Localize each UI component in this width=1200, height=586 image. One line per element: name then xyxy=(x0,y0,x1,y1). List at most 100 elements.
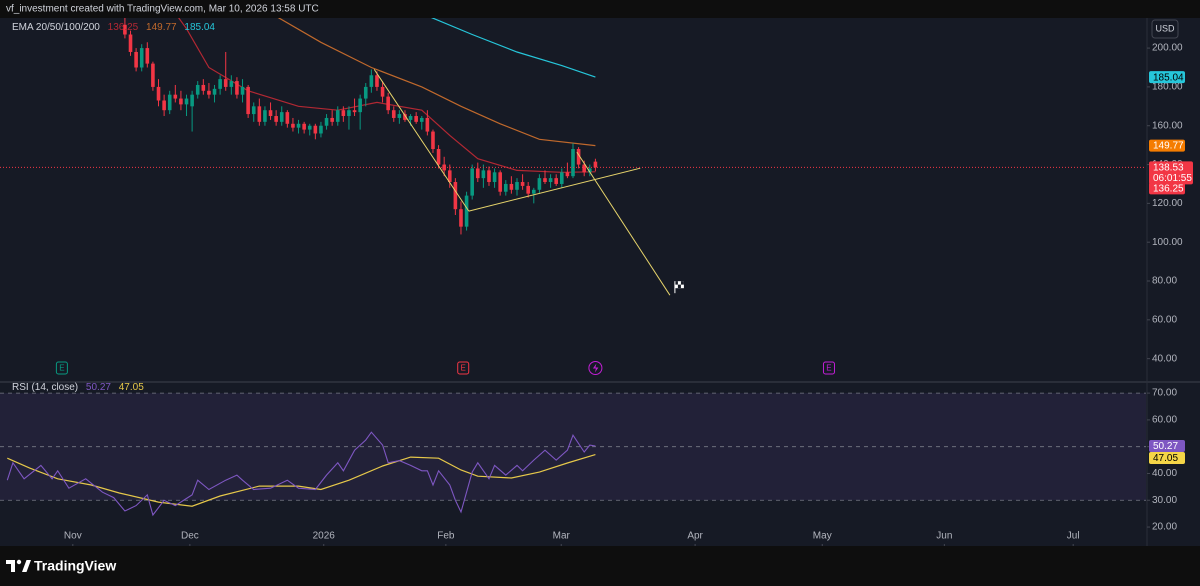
rsi-legend-value: 47.05 xyxy=(119,382,144,393)
candle-body xyxy=(307,125,312,130)
candle-body xyxy=(190,94,194,107)
candle-body xyxy=(492,172,497,183)
candle-body xyxy=(408,116,413,120)
ema-tag-bg xyxy=(1149,71,1185,84)
trend-line xyxy=(468,167,641,212)
candle-body xyxy=(576,149,581,165)
ema-tag: 185.04 xyxy=(1153,72,1184,83)
candle-body xyxy=(414,116,418,122)
y-tick-label: 40.00 xyxy=(1152,353,1177,364)
candle-body xyxy=(145,48,150,64)
x-tick-label: Dec xyxy=(181,531,199,542)
candle-body xyxy=(386,96,390,111)
candle-body xyxy=(123,24,127,35)
header: vf_investment created with TradingView.c… xyxy=(6,4,319,15)
candle-body xyxy=(509,183,514,190)
rsi-tag: 47.05 xyxy=(1153,453,1178,464)
candle-body xyxy=(291,123,295,128)
candle-body xyxy=(582,164,587,173)
x-tick-label: Feb xyxy=(437,531,455,542)
candle-body xyxy=(520,182,525,186)
candle-body xyxy=(375,75,379,87)
candle-body xyxy=(335,110,340,122)
candle-body xyxy=(128,34,133,52)
candle-body xyxy=(330,117,334,122)
candle-body xyxy=(207,90,211,95)
candle-body xyxy=(235,81,239,95)
candle-body xyxy=(263,110,267,122)
candle-body xyxy=(179,98,183,105)
event-label: E xyxy=(59,364,64,373)
candle-body xyxy=(347,110,351,117)
candle-body xyxy=(565,172,570,177)
candle-body xyxy=(246,86,250,115)
x-tick-label: Jun xyxy=(936,531,952,542)
price-tag-bg xyxy=(1149,161,1193,185)
ema-line xyxy=(277,18,596,147)
candle-body xyxy=(447,170,452,183)
candle-body xyxy=(134,51,138,68)
x-tick-label: Nov xyxy=(64,531,82,542)
candle-body xyxy=(279,112,284,122)
candle-body xyxy=(167,94,172,111)
dividend-bolt xyxy=(592,363,599,373)
ema-tag-bg xyxy=(1149,139,1185,152)
candle-body xyxy=(251,106,256,115)
ema-tag: 149.77 xyxy=(1153,141,1184,152)
candle-body xyxy=(453,182,458,210)
candle-body xyxy=(162,100,166,111)
candle-body xyxy=(151,63,155,87)
candle-body xyxy=(554,178,558,184)
candle-body xyxy=(464,195,469,227)
candle-body xyxy=(503,183,508,192)
x-tick-label: Jul xyxy=(1067,531,1080,542)
y-tick-label: 80.00 xyxy=(1152,276,1177,287)
rsi-y-tick-label: 70.00 xyxy=(1152,388,1177,399)
ema-tag: 136.25 xyxy=(1153,184,1184,195)
candle-body xyxy=(498,172,502,192)
candle-body xyxy=(588,168,592,173)
candle-body xyxy=(436,149,441,165)
currency: USD xyxy=(1155,23,1175,33)
candle-body xyxy=(403,114,407,120)
rsi-tag-bg xyxy=(1149,451,1185,464)
event-label: E xyxy=(461,364,466,373)
candle-body xyxy=(425,117,430,132)
y-tick-label: 180.00 xyxy=(1152,82,1183,93)
x-tick-label: Mar xyxy=(553,531,571,542)
candle-body xyxy=(156,86,161,101)
candle-body xyxy=(380,86,385,97)
candle-body xyxy=(229,81,234,87)
trend-line xyxy=(373,69,470,212)
event-icon xyxy=(457,361,470,375)
candle-body xyxy=(470,168,474,196)
ema-tag-bg xyxy=(1149,182,1185,195)
trend-line xyxy=(576,151,671,296)
candle-body xyxy=(571,149,575,177)
currency-box xyxy=(1151,19,1179,39)
candle-body xyxy=(559,172,564,184)
candle-body xyxy=(240,86,245,95)
target-flag xyxy=(674,281,684,294)
overlay: 40.0060.0080.00100.00120.00140.00160.001… xyxy=(55,43,1193,546)
ema-line xyxy=(178,18,596,173)
rsi-y-tick-label: 30.00 xyxy=(1152,495,1177,506)
x-tick-label: Apr xyxy=(687,531,703,542)
rsi-y-tick-label: 20.00 xyxy=(1152,522,1177,533)
x-tick-label: May xyxy=(813,531,832,542)
candle-body xyxy=(268,110,273,117)
candle-body xyxy=(184,98,189,105)
candle-body xyxy=(531,189,536,194)
candle-body xyxy=(319,125,323,134)
candle-body xyxy=(397,114,402,118)
ema-legend-value: 185.04 xyxy=(184,22,215,33)
event-icon xyxy=(55,361,68,375)
candle-body xyxy=(195,84,200,95)
y-tick-label: 120.00 xyxy=(1152,198,1183,209)
candle-body xyxy=(324,117,329,126)
rsi-pane xyxy=(0,392,1146,517)
candle-body xyxy=(487,170,491,183)
countdown: 06:01:55 xyxy=(1153,173,1192,184)
rsi-legend-value: 50.27 xyxy=(86,382,111,393)
